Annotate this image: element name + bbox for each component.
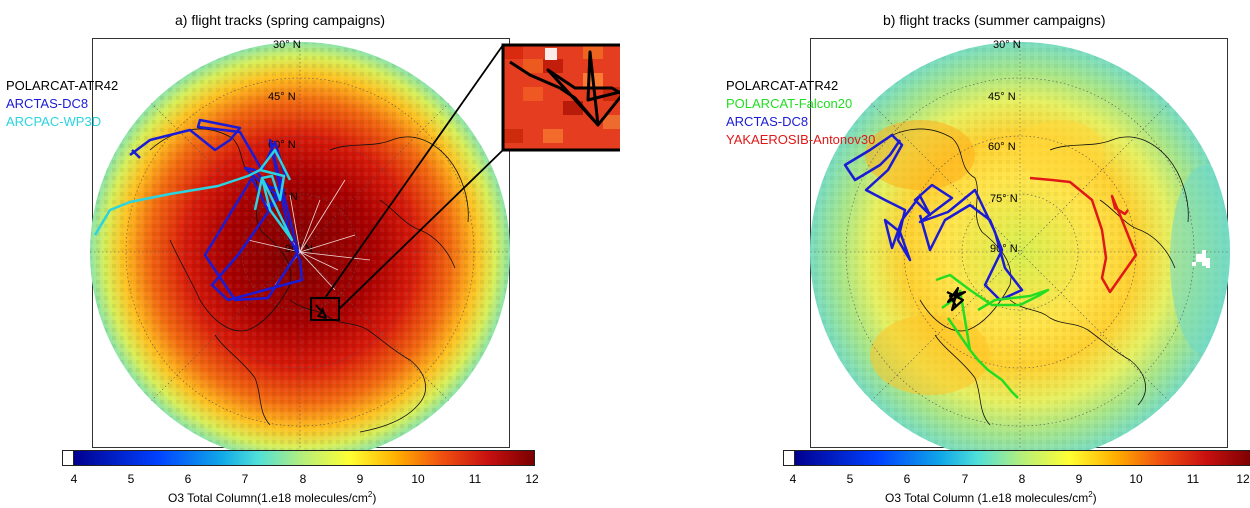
- tick-label: 8: [1018, 472, 1026, 486]
- legend-item-arcpac-wp3d: ARCPAC-WP3D: [6, 114, 102, 129]
- tick-label: 10: [1129, 472, 1143, 486]
- lat-label-30: 30° N: [993, 39, 1021, 51]
- tick-label: 7: [961, 472, 969, 486]
- tick-label: 4: [789, 472, 797, 486]
- legend-item-polarcat-atr42: POLARCAT-ATR42: [726, 78, 839, 93]
- tick-label: 11: [468, 472, 482, 486]
- tracks-panel-a: [93, 118, 327, 319]
- tick-label: 7: [241, 472, 249, 486]
- legend-item-polarcat-falcon20: POLARCAT-Falcon20: [726, 96, 853, 111]
- legend-item-polarcat-atr42: POLARCAT-ATR42: [6, 78, 119, 93]
- panel-b-colorbar: [783, 450, 1250, 466]
- legend-item-arctas-dc8: ARCTAS-DC8: [726, 114, 809, 129]
- panel-b-colorbar-ticks: 4 5 6 7 8 9 10 11 12: [783, 472, 1250, 488]
- panel-b-map: 30° N 45° N 60° N 75° N 90° N: [810, 39, 1230, 462]
- panel-a-title: a) flight tracks (spring campaigns): [175, 12, 386, 28]
- panel-a-legend: POLARCAT-ATR42 ARCTAS-DC8 ARCPAC-WP3D: [6, 77, 118, 131]
- tick-label: 12: [525, 472, 539, 486]
- panel-a: a) flight tracks (spring campaigns): [0, 0, 620, 508]
- legend-item-arctas-dc8: ARCTAS-DC8: [6, 96, 89, 111]
- lat-label-30: 30° N: [273, 39, 301, 51]
- lat-label-90: 90° N: [285, 243, 313, 255]
- coastlines: [869, 128, 1189, 426]
- tick-label: 4: [70, 472, 78, 486]
- track-polarcat-falcon20: [935, 273, 1050, 399]
- panel-b-legend: POLARCAT-ATR42 POLARCAT-Falcon20 ARCTAS-…: [726, 77, 875, 149]
- tick-label: 12: [1236, 472, 1250, 486]
- panel-a-map: 30° N 45° N 60° N 75° N 90° N: [90, 39, 620, 462]
- tick-label: 11: [1186, 472, 1200, 486]
- tick-label: 5: [127, 472, 135, 486]
- lat-label-60: 60° N: [988, 141, 1016, 153]
- track-polarcat-atr42: [315, 304, 327, 319]
- lat-label-45: 45° N: [988, 91, 1016, 103]
- panel-a-colorbar-label: O3 Total Column(1.e18 molecules/cm2): [168, 490, 377, 505]
- lat-label-90: 90° N: [990, 243, 1018, 255]
- panel-a-colorbar: [62, 450, 535, 466]
- lat-label-75: 75° N: [990, 193, 1018, 205]
- panel-b-title: b) flight tracks (summer campaigns): [883, 12, 1106, 28]
- legend-item-yakaerosib-antonov30: YAKAEROSIB-Antonov30: [726, 132, 876, 147]
- tracks-panel-b: [843, 133, 1138, 399]
- tick-label: 9: [1075, 472, 1083, 486]
- zoom-inset: [501, 43, 620, 152]
- panel-b: b) flight tracks (summer campaigns): [630, 0, 1250, 508]
- tick-label: 6: [184, 472, 192, 486]
- track-yakaerosib-antonov30: [1029, 176, 1138, 294]
- tick-label: 9: [356, 472, 364, 486]
- panel-b-colorbar-label: O3 Total Column (1.e18 molecules/cm2): [885, 490, 1097, 505]
- track-arctas-dc8: [843, 133, 1024, 302]
- tick-label: 5: [846, 472, 854, 486]
- tick-label: 6: [903, 472, 911, 486]
- lat-label-45: 45° N: [268, 91, 296, 103]
- panel-a-colorbar-ticks: 4 5 6 7 8 9 10 11 12: [62, 472, 539, 488]
- track-arcpac-wp3d: [93, 148, 294, 242]
- track-arctas-dc8: [129, 118, 304, 302]
- track-polarcat-atr42: [946, 286, 967, 312]
- tick-label: 10: [411, 472, 425, 486]
- tick-label: 8: [299, 472, 307, 486]
- missing-data-patch: [1192, 250, 1210, 268]
